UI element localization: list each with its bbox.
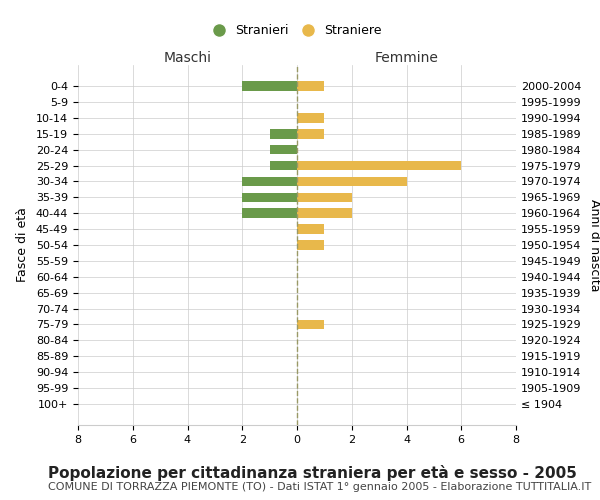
Bar [242,208,297,218]
Bar [297,129,325,138]
Y-axis label: Anni di nascita: Anni di nascita [589,198,600,291]
Bar [297,320,325,329]
Text: COMUNE DI TORRAZZA PIEMONTE (TO) - Dati ISTAT 1° gennaio 2005 - Elaborazione TUT: COMUNE DI TORRAZZA PIEMONTE (TO) - Dati … [48,482,591,492]
Y-axis label: Fasce di età: Fasce di età [16,208,29,282]
Bar [297,240,325,250]
Bar [297,208,352,218]
Bar [297,224,325,234]
Text: Femmine: Femmine [374,52,439,66]
Bar [242,176,297,186]
Bar [242,192,297,202]
Legend: Stranieri, Straniere: Stranieri, Straniere [213,24,381,38]
Bar [297,113,325,122]
Bar [297,161,461,170]
Bar [297,82,325,91]
Bar [269,129,297,138]
Bar [297,176,407,186]
Bar [269,161,297,170]
Bar [242,82,297,91]
Text: Maschi: Maschi [163,52,212,66]
Bar [297,192,352,202]
Text: Popolazione per cittadinanza straniera per età e sesso - 2005: Popolazione per cittadinanza straniera p… [48,465,577,481]
Bar [269,145,297,154]
